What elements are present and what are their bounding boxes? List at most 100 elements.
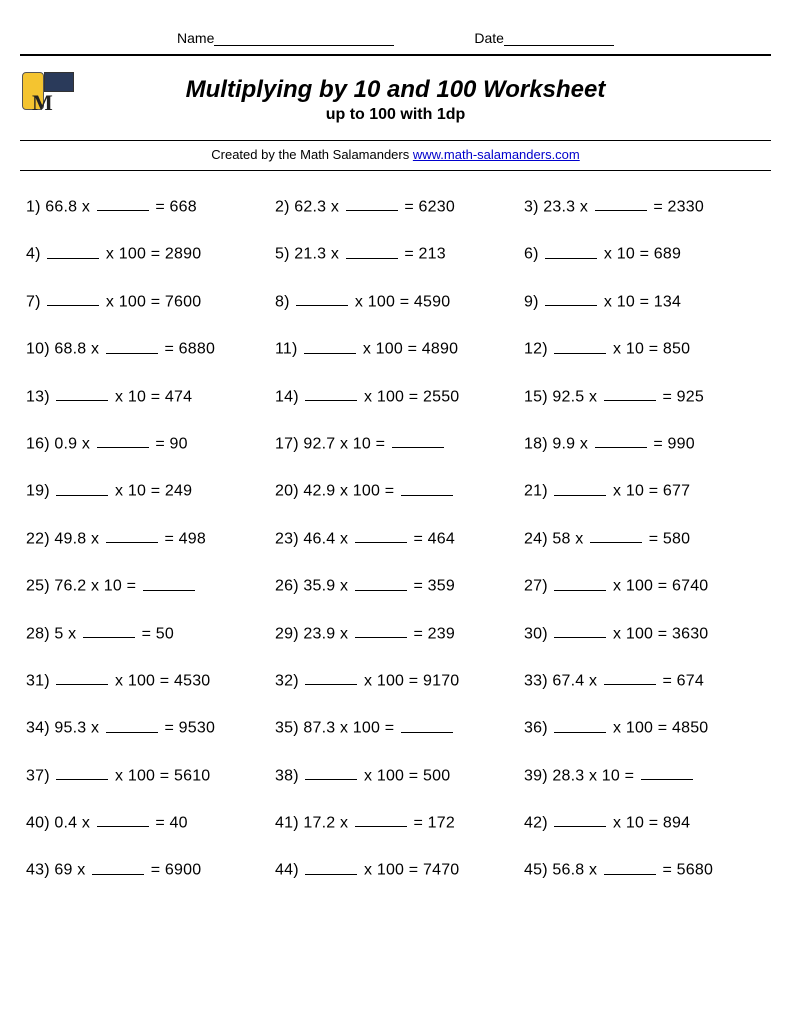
problem: 10) 68.8 x = 6880 xyxy=(26,339,267,358)
answer-blank[interactable] xyxy=(305,860,357,874)
problem: 5) 21.3 x = 213 xyxy=(275,244,516,263)
answer-blank[interactable] xyxy=(106,339,158,353)
problem: 11) x 100 = 4890 xyxy=(275,339,516,358)
problem: 41) 17.2 x = 172 xyxy=(275,813,516,832)
answer-blank[interactable] xyxy=(545,292,597,306)
answer-blank[interactable] xyxy=(83,624,135,638)
answer-blank[interactable] xyxy=(305,671,357,685)
answer-blank[interactable] xyxy=(604,860,656,874)
answer-blank[interactable] xyxy=(304,339,356,353)
answer-blank[interactable] xyxy=(97,813,149,827)
problem: 42) x 10 = 894 xyxy=(524,813,765,832)
date-label: Date xyxy=(474,30,504,46)
date-blank[interactable] xyxy=(504,32,614,46)
answer-blank[interactable] xyxy=(595,197,647,211)
problem: 34) 95.3 x = 9530 xyxy=(26,718,267,737)
answer-blank[interactable] xyxy=(545,244,597,258)
problem: 2) 62.3 x = 6230 xyxy=(275,197,516,216)
answer-blank[interactable] xyxy=(346,244,398,258)
answer-blank[interactable] xyxy=(143,576,195,590)
answer-blank[interactable] xyxy=(106,718,158,732)
problem: 31) x 100 = 4530 xyxy=(26,671,267,690)
answer-blank[interactable] xyxy=(56,766,108,780)
answer-blank[interactable] xyxy=(92,860,144,874)
problem: 12) x 10 = 850 xyxy=(524,339,765,358)
problem: 17) 92.7 x 10 = xyxy=(275,434,516,453)
answer-blank[interactable] xyxy=(590,529,642,543)
answer-blank[interactable] xyxy=(106,529,158,543)
problem: 27) x 100 = 6740 xyxy=(524,576,765,595)
title-block: M Multiplying by 10 and 100 Worksheet up… xyxy=(20,66,771,134)
problem: 28) 5 x = 50 xyxy=(26,624,267,643)
problem: 33) 67.4 x = 674 xyxy=(524,671,765,690)
answer-blank[interactable] xyxy=(554,576,606,590)
answer-blank[interactable] xyxy=(56,481,108,495)
answer-blank[interactable] xyxy=(355,576,407,590)
salamander-logo-icon: M xyxy=(20,70,74,114)
answer-blank[interactable] xyxy=(305,387,357,401)
problem: 13) x 10 = 474 xyxy=(26,387,267,406)
problem: 38) x 100 = 500 xyxy=(275,766,516,785)
problem: 6) x 10 = 689 xyxy=(524,244,765,263)
answer-blank[interactable] xyxy=(97,434,149,448)
answer-blank[interactable] xyxy=(554,481,606,495)
problem: 15) 92.5 x = 925 xyxy=(524,387,765,406)
problem: 1) 66.8 x = 668 xyxy=(26,197,267,216)
answer-blank[interactable] xyxy=(355,624,407,638)
problem: 29) 23.9 x = 239 xyxy=(275,624,516,643)
answer-blank[interactable] xyxy=(305,766,357,780)
problem: 30) x 100 = 3630 xyxy=(524,624,765,643)
answer-blank[interactable] xyxy=(604,671,656,685)
problem: 22) 49.8 x = 498 xyxy=(26,529,267,548)
problem: 24) 58 x = 580 xyxy=(524,529,765,548)
problem: 16) 0.9 x = 90 xyxy=(26,434,267,453)
problem: 7) x 100 = 7600 xyxy=(26,292,267,311)
problem: 4) x 100 = 2890 xyxy=(26,244,267,263)
problem: 37) x 100 = 5610 xyxy=(26,766,267,785)
answer-blank[interactable] xyxy=(595,434,647,448)
answer-blank[interactable] xyxy=(554,624,606,638)
answer-blank[interactable] xyxy=(401,718,453,732)
top-rule xyxy=(20,54,771,56)
answer-blank[interactable] xyxy=(554,718,606,732)
credit-text: Created by the Math Salamanders xyxy=(211,147,413,162)
answer-blank[interactable] xyxy=(554,813,606,827)
problem: 23) 46.4 x = 464 xyxy=(275,529,516,548)
mid-rule-2 xyxy=(20,170,771,171)
credit-link[interactable]: www.math-salamanders.com xyxy=(413,147,580,162)
answer-blank[interactable] xyxy=(604,387,656,401)
page-subtitle: up to 100 with 1dp xyxy=(20,106,771,124)
answer-blank[interactable] xyxy=(47,244,99,258)
worksheet-page: Name Date M Multiplying by 10 and 100 Wo… xyxy=(0,0,791,910)
problem: 40) 0.4 x = 40 xyxy=(26,813,267,832)
problem: 20) 42.9 x 100 = xyxy=(275,481,516,500)
answer-blank[interactable] xyxy=(47,292,99,306)
problem: 35) 87.3 x 100 = xyxy=(275,718,516,737)
answer-blank[interactable] xyxy=(401,481,453,495)
name-field: Name xyxy=(177,30,394,46)
answer-blank[interactable] xyxy=(56,671,108,685)
answer-blank[interactable] xyxy=(56,387,108,401)
problem-grid: 1) 66.8 x = 6682) 62.3 x = 62303) 23.3 x… xyxy=(20,197,771,880)
problem: 19) x 10 = 249 xyxy=(26,481,267,500)
answer-blank[interactable] xyxy=(346,197,398,211)
answer-blank[interactable] xyxy=(355,529,407,543)
problem: 14) x 100 = 2550 xyxy=(275,387,516,406)
name-label: Name xyxy=(177,30,214,46)
date-field: Date xyxy=(474,30,614,46)
problem: 45) 56.8 x = 5680 xyxy=(524,860,765,879)
answer-blank[interactable] xyxy=(296,292,348,306)
problem: 26) 35.9 x = 359 xyxy=(275,576,516,595)
name-blank[interactable] xyxy=(214,32,394,46)
answer-blank[interactable] xyxy=(554,339,606,353)
problem: 8) x 100 = 4590 xyxy=(275,292,516,311)
problem: 32) x 100 = 9170 xyxy=(275,671,516,690)
problem: 43) 69 x = 6900 xyxy=(26,860,267,879)
problem: 44) x 100 = 7470 xyxy=(275,860,516,879)
problem: 21) x 10 = 677 xyxy=(524,481,765,500)
answer-blank[interactable] xyxy=(641,766,693,780)
answer-blank[interactable] xyxy=(392,434,444,448)
answer-blank[interactable] xyxy=(97,197,149,211)
answer-blank[interactable] xyxy=(355,813,407,827)
problem: 25) 76.2 x 10 = xyxy=(26,576,267,595)
